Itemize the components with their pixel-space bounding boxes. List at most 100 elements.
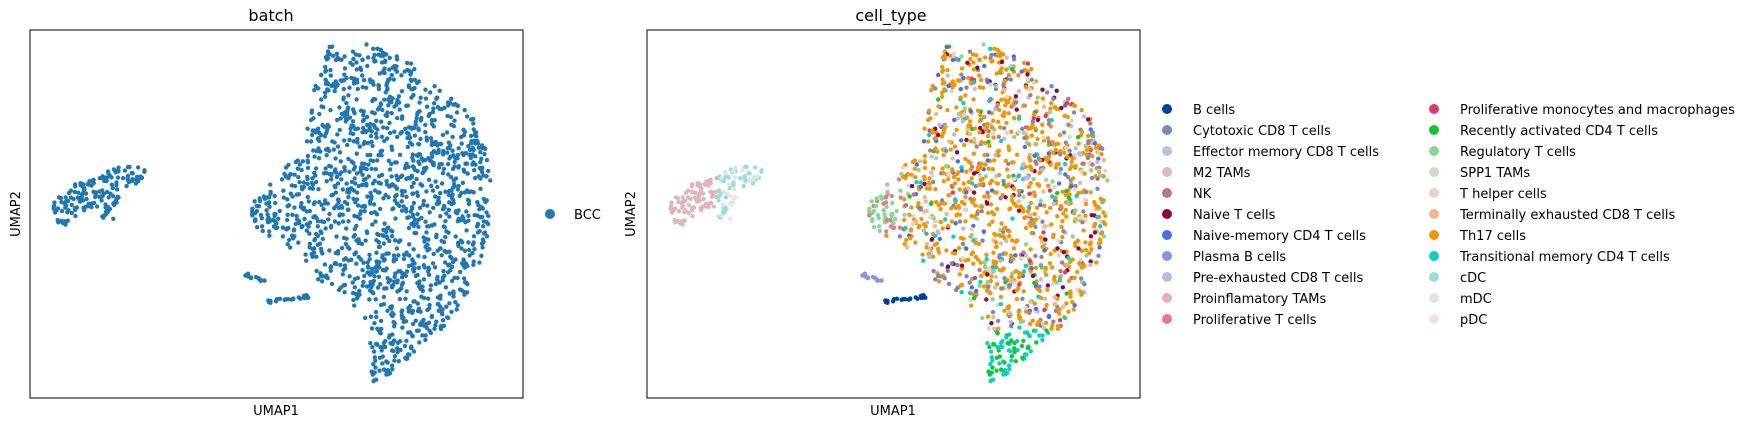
data-point xyxy=(950,57,956,63)
data-point xyxy=(295,166,300,171)
data-point xyxy=(968,131,973,137)
data-point xyxy=(425,248,430,253)
data-point xyxy=(111,201,116,206)
data-point xyxy=(421,263,427,268)
data-point xyxy=(989,188,995,193)
data-point xyxy=(1010,194,1015,199)
data-point xyxy=(1070,234,1075,239)
data-point xyxy=(300,159,306,164)
data-point xyxy=(345,207,351,212)
data-point xyxy=(1016,282,1022,287)
data-point xyxy=(739,168,745,173)
data-point xyxy=(343,241,349,247)
data-point xyxy=(1016,129,1022,135)
plot-frame xyxy=(646,29,1141,399)
data-point xyxy=(690,184,695,189)
data-point xyxy=(913,175,918,180)
data-point xyxy=(1093,145,1099,150)
data-point xyxy=(337,57,342,62)
data-point xyxy=(1033,253,1038,259)
data-point xyxy=(1047,109,1053,115)
data-point xyxy=(352,226,357,232)
data-point xyxy=(985,190,990,195)
data-point xyxy=(1006,111,1011,116)
data-point xyxy=(1063,172,1068,177)
legend-marker xyxy=(1162,167,1172,177)
data-point xyxy=(432,101,437,106)
data-point xyxy=(363,315,368,321)
data-point xyxy=(369,166,374,171)
data-point xyxy=(402,69,407,74)
data-point xyxy=(351,297,356,303)
data-point xyxy=(414,80,420,86)
data-point xyxy=(998,344,1003,350)
data-point xyxy=(968,109,973,114)
data-point xyxy=(412,67,417,72)
data-point xyxy=(940,68,946,73)
data-point xyxy=(1016,89,1022,94)
data-point xyxy=(126,178,131,183)
data-point xyxy=(988,202,994,207)
data-point xyxy=(378,47,383,53)
data-point xyxy=(472,213,477,218)
data-point xyxy=(372,274,377,279)
data-point xyxy=(968,196,973,201)
data-point xyxy=(999,286,1004,291)
data-point xyxy=(124,183,129,189)
data-point xyxy=(406,125,412,130)
data-point xyxy=(346,195,351,200)
data-point xyxy=(952,251,958,256)
data-point xyxy=(261,194,267,199)
data-point xyxy=(368,121,373,127)
data-point xyxy=(1010,257,1016,262)
data-point xyxy=(1028,223,1034,229)
data-point xyxy=(473,130,478,135)
data-point xyxy=(304,209,309,214)
data-point xyxy=(411,200,417,206)
data-point xyxy=(999,66,1004,71)
data-point xyxy=(1103,168,1108,174)
data-point xyxy=(954,105,959,110)
data-point xyxy=(1038,277,1044,282)
data-point xyxy=(389,340,394,346)
data-point xyxy=(429,183,434,188)
data-point xyxy=(425,296,431,301)
data-point xyxy=(924,186,929,191)
data-point xyxy=(466,144,471,149)
data-point xyxy=(432,118,437,123)
data-point xyxy=(1054,106,1059,112)
data-point xyxy=(342,290,347,295)
data-point xyxy=(402,343,408,349)
data-point xyxy=(376,274,382,279)
data-point xyxy=(360,73,365,78)
data-point xyxy=(333,170,339,175)
data-point xyxy=(1066,175,1071,180)
data-point xyxy=(1052,274,1057,280)
data-point xyxy=(314,254,319,259)
data-point xyxy=(936,279,942,284)
data-point xyxy=(455,187,460,192)
data-point xyxy=(372,370,377,375)
data-point xyxy=(1081,228,1086,233)
data-point xyxy=(1013,269,1018,274)
data-point xyxy=(986,139,991,144)
data-point xyxy=(1065,154,1070,159)
data-point xyxy=(324,170,329,176)
data-point xyxy=(1028,180,1033,186)
data-point xyxy=(988,349,994,354)
data-point xyxy=(1066,96,1071,102)
data-point xyxy=(310,176,315,181)
data-point xyxy=(1035,117,1041,123)
data-point xyxy=(968,167,973,172)
data-point xyxy=(435,274,440,280)
data-point xyxy=(470,242,476,247)
data-point xyxy=(314,268,319,274)
data-point xyxy=(390,367,395,372)
data-point xyxy=(972,80,977,85)
data-point xyxy=(1055,246,1060,251)
data-point xyxy=(130,171,135,176)
data-point xyxy=(411,223,417,229)
data-point xyxy=(256,204,262,209)
data-point xyxy=(1027,334,1032,339)
data-point xyxy=(454,110,460,115)
